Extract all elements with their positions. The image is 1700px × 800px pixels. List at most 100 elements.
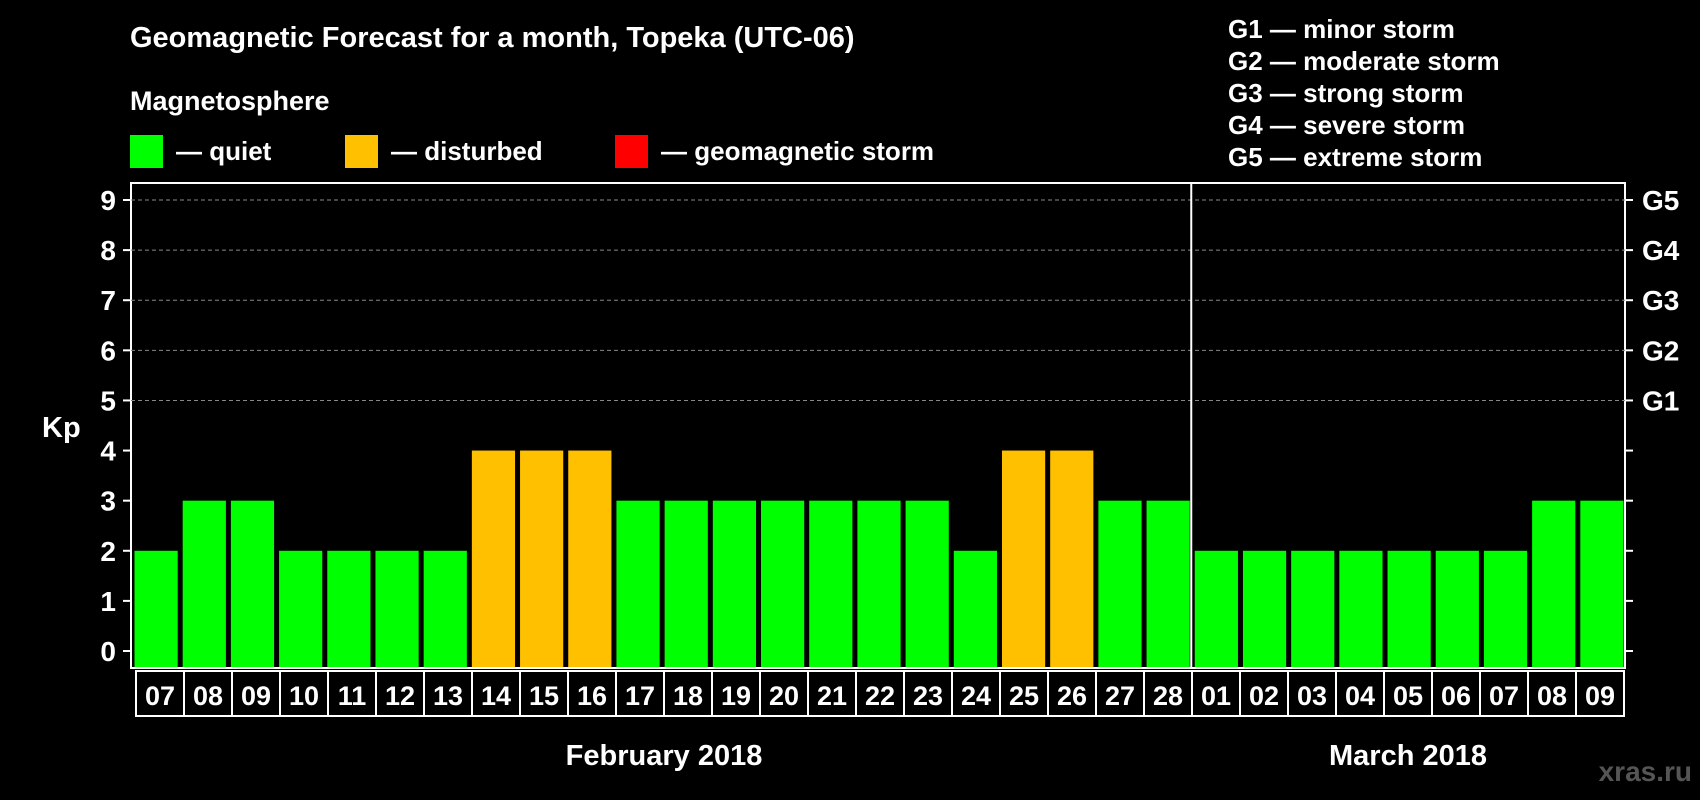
- bar-mar-04: [1339, 550, 1383, 667]
- x-tick-label-mar-09: 09: [1585, 681, 1615, 711]
- x-tick-label-feb-09: 09: [241, 681, 271, 711]
- month-label-march: March 2018: [1329, 740, 1487, 772]
- legend-swatch-quiet: [130, 134, 163, 168]
- x-tick-label-mar-05: 05: [1393, 681, 1423, 711]
- x-tick-label-feb-20: 20: [769, 681, 799, 711]
- x-tick-label-feb-17: 17: [625, 681, 655, 711]
- bar-mar-01: [1194, 550, 1238, 667]
- bar-feb-26: [1050, 450, 1094, 667]
- y-tick-label-3: 3: [100, 486, 116, 517]
- bar-feb-22: [857, 500, 901, 667]
- bar-feb-25: [1001, 450, 1046, 667]
- bar-feb-24: [953, 550, 997, 667]
- x-tick-label-feb-11: 11: [338, 681, 367, 711]
- y-tick-label-2: 2: [100, 536, 116, 567]
- x-tick-label-mar-04: 04: [1345, 681, 1375, 711]
- right-axis-label-g5: G5: [1642, 185, 1679, 216]
- right-axis-label-g3: G3: [1642, 285, 1679, 316]
- x-tick-label-feb-18: 18: [673, 681, 703, 711]
- x-tick-label-mar-08: 08: [1537, 681, 1567, 711]
- y-axis-label: Kp: [42, 412, 81, 444]
- storm-scale-g3: G3 — strong storm: [1228, 78, 1464, 108]
- bar-feb-18: [664, 500, 708, 667]
- x-tick-label-feb-08: 08: [193, 681, 223, 711]
- y-tick-label-1: 1: [100, 586, 116, 617]
- watermark: xras.ru: [1598, 756, 1692, 787]
- y-tick-label-0: 0: [100, 636, 116, 667]
- x-tick-label-feb-15: 15: [529, 681, 559, 711]
- bar-feb-10: [279, 550, 323, 667]
- legend-swatch-disturbed: [345, 134, 378, 168]
- storm-scale-g1: G1 — minor storm: [1228, 14, 1455, 44]
- x-tick-label-feb-12: 12: [385, 681, 415, 711]
- storm-scale-legend: G1 — minor storm G2 — moderate storm G3 …: [1228, 13, 1500, 173]
- x-tick-label-mar-01: 01: [1201, 681, 1231, 711]
- storm-scale-g5: G5 — extreme storm: [1228, 142, 1483, 172]
- legend-label-storm: — geomagnetic storm: [661, 135, 935, 166]
- bar-feb-13: [423, 550, 467, 667]
- y-tick-label-8: 8: [100, 235, 116, 266]
- x-tick-label-feb-24: 24: [961, 681, 991, 711]
- month-label-february: February 2018: [566, 740, 763, 772]
- bar-feb-12: [375, 550, 419, 667]
- bar-feb-27: [1098, 500, 1142, 667]
- bar-mar-09: [1580, 500, 1624, 667]
- x-tick-label-feb-23: 23: [913, 681, 943, 711]
- x-tick-label-feb-16: 16: [577, 681, 607, 711]
- bar-feb-16: [568, 450, 612, 667]
- legend-item-storm: — geomagnetic storm: [615, 134, 934, 168]
- legend-swatch-storm: [615, 134, 648, 168]
- x-tick-label-feb-21: 21: [817, 681, 847, 711]
- bar-mar-02: [1242, 550, 1287, 667]
- bar-feb-15: [520, 450, 564, 667]
- bar-feb-28: [1146, 500, 1190, 667]
- right-axis-label-g1: G1: [1642, 385, 1679, 416]
- x-tick-label-feb-27: 27: [1105, 681, 1135, 711]
- x-tick-label-mar-06: 06: [1441, 681, 1471, 711]
- bar-mar-08: [1532, 500, 1576, 667]
- storm-scale-g2: G2 — moderate storm: [1228, 46, 1500, 76]
- y-tick-label-4: 4: [100, 436, 116, 467]
- x-tick-label-feb-14: 14: [481, 681, 511, 711]
- bar-feb-17: [616, 500, 660, 667]
- x-tick-label-mar-03: 03: [1297, 681, 1327, 711]
- date-axis-frame: [135, 670, 1625, 717]
- x-tick-label-feb-25: 25: [1009, 681, 1039, 711]
- x-tick-label-feb-07: 07: [145, 681, 175, 711]
- bar-feb-08: [182, 500, 226, 667]
- legend-heading: Magnetosphere: [130, 86, 330, 116]
- y-tick-label-7: 7: [100, 285, 116, 316]
- chart-title: Geomagnetic Forecast for a month, Topeka…: [130, 22, 855, 54]
- x-tick-label-feb-28: 28: [1153, 681, 1183, 711]
- x-tick-label-feb-10: 10: [289, 681, 319, 711]
- x-tick-label-feb-19: 19: [721, 681, 751, 711]
- right-axis-label-g2: G2: [1642, 335, 1679, 366]
- plot-frame: [130, 182, 1626, 669]
- x-tick-label-feb-13: 13: [433, 681, 463, 711]
- bar-feb-23: [905, 500, 949, 667]
- bar-feb-20: [761, 500, 805, 667]
- bar-feb-14: [471, 450, 516, 667]
- legend-label-quiet: — quiet: [176, 135, 272, 166]
- x-tick-label-feb-22: 22: [865, 681, 895, 711]
- legend-label-disturbed: — disturbed: [391, 135, 543, 166]
- y-tick-label-9: 9: [100, 185, 116, 216]
- bar-mar-06: [1435, 550, 1479, 667]
- y-tick-label-6: 6: [100, 335, 116, 366]
- bar-feb-11: [327, 550, 371, 667]
- legend-item-disturbed: — disturbed: [345, 134, 543, 168]
- bar-mar-07: [1483, 550, 1528, 667]
- bar-mar-05: [1387, 550, 1431, 667]
- x-tick-label-mar-07: 07: [1489, 681, 1519, 711]
- bar-feb-09: [230, 500, 275, 667]
- storm-scale-g4: G4 — severe storm: [1228, 110, 1466, 140]
- y-tick-label-5: 5: [100, 385, 116, 416]
- legend-item-quiet: — quiet: [130, 134, 271, 168]
- x-tick-label-feb-26: 26: [1057, 681, 1087, 711]
- bar-feb-07: [134, 550, 178, 667]
- bar-mar-03: [1291, 550, 1335, 667]
- bar-feb-21: [809, 500, 853, 667]
- right-axis-label-g4: G4: [1642, 235, 1680, 266]
- bar-feb-19: [712, 500, 757, 667]
